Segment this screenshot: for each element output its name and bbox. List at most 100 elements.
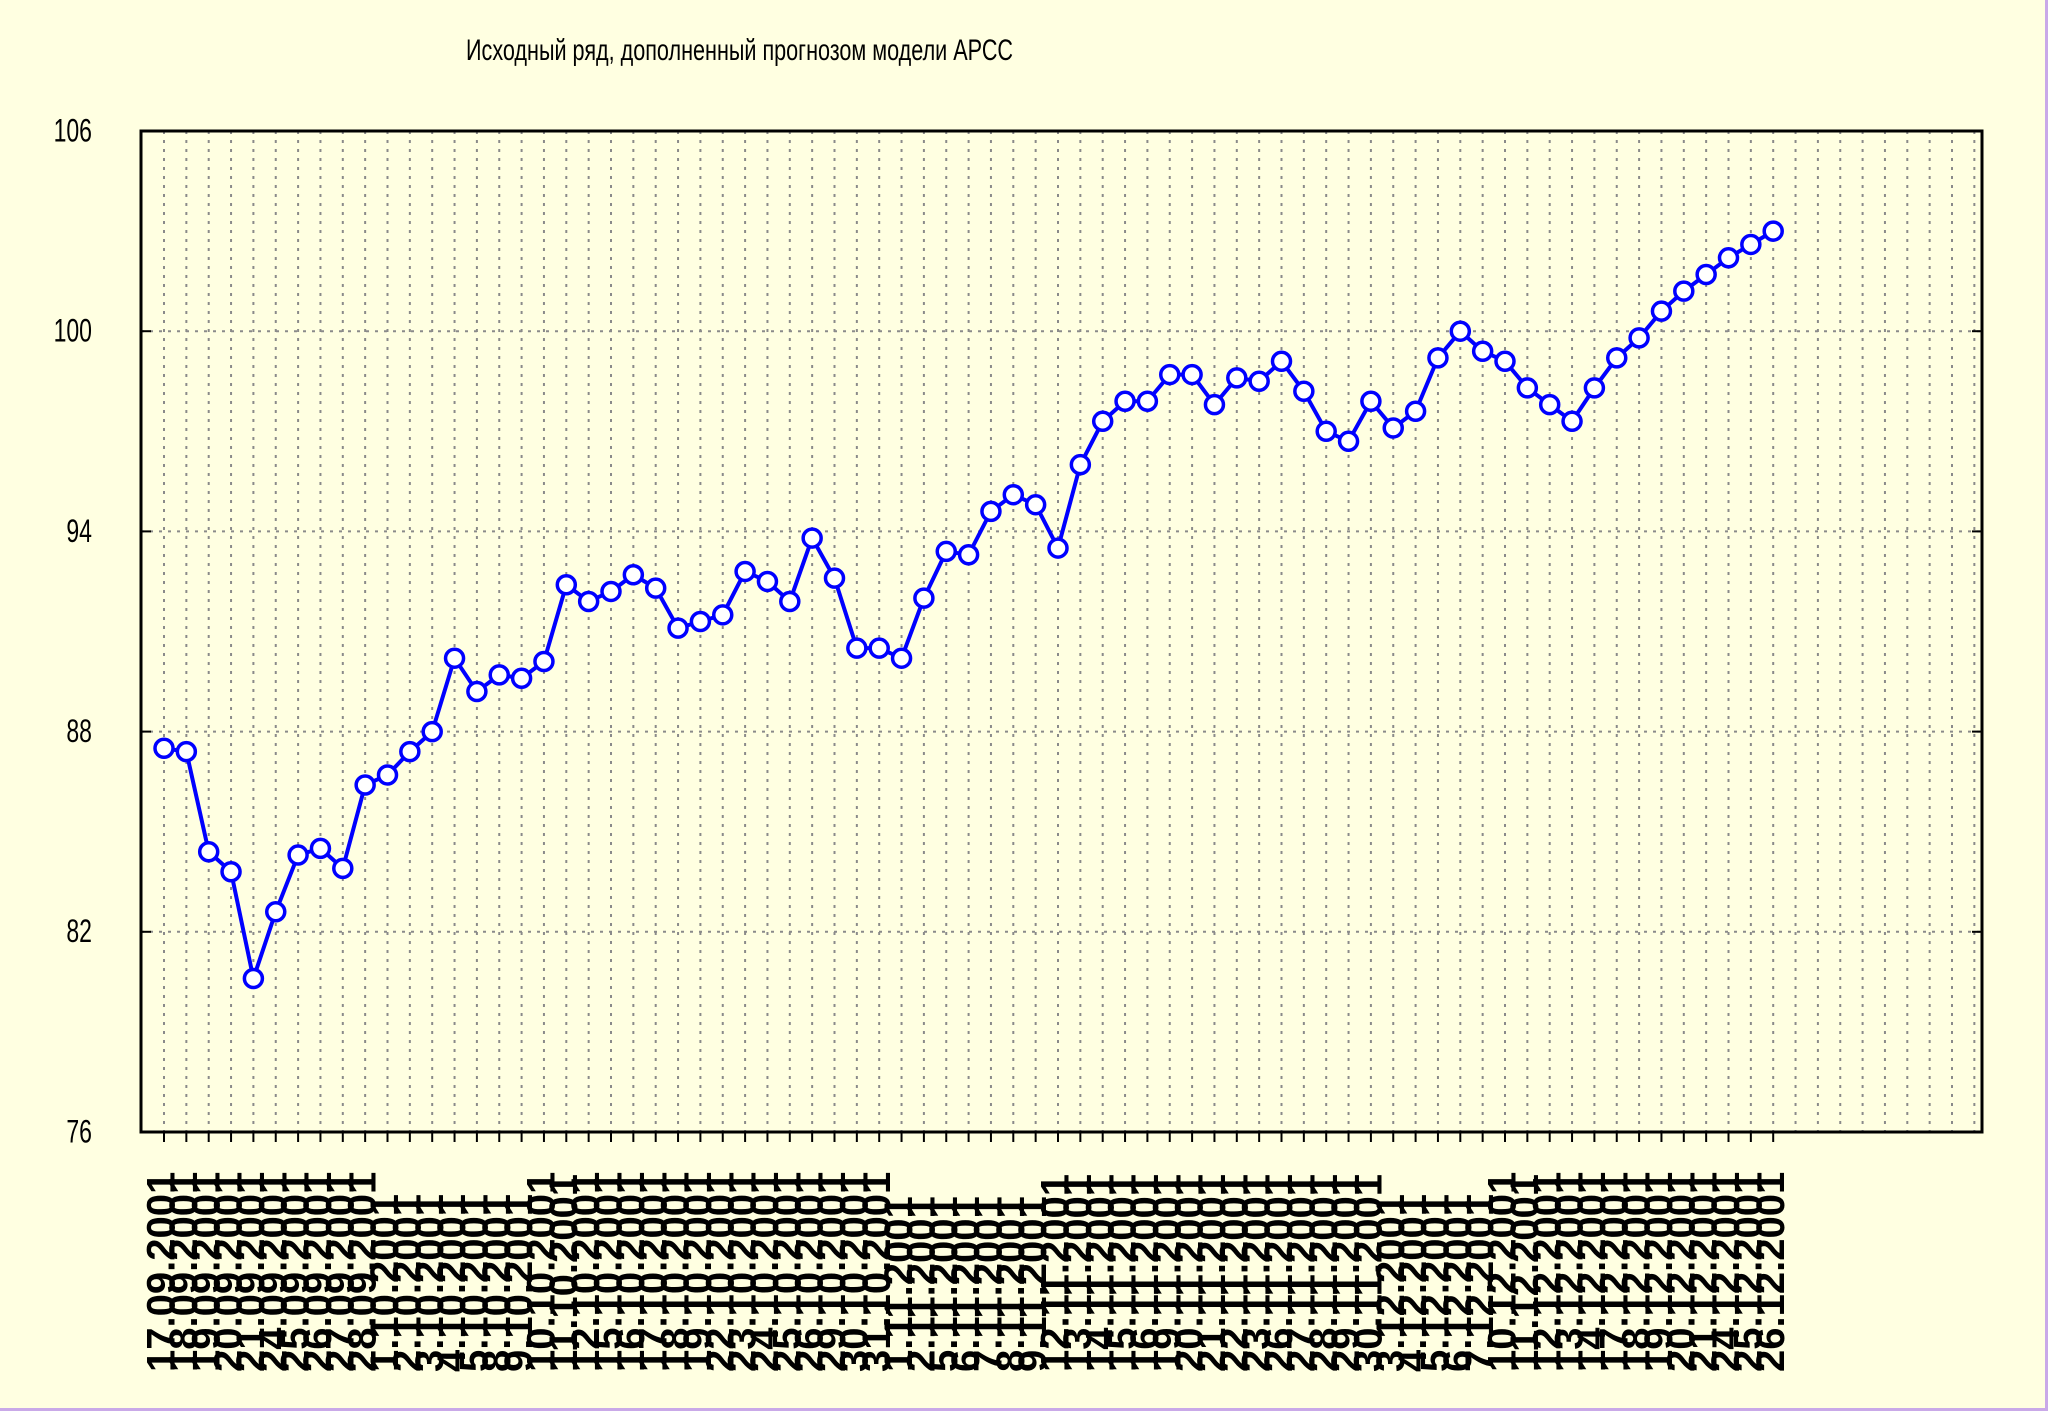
x-tick-label: 14.11.2001 [1078,1174,1122,1372]
data-point [1203,393,1226,416]
x-tick-label: 15.10.2001 [587,1172,631,1372]
data-point [734,560,756,583]
data-point [622,564,645,586]
y-tick-label: 82 [66,914,92,950]
data-point [1404,400,1427,423]
chart-title: Исходный ряд, дополненный прогнозом моде… [466,34,1014,67]
data-point [779,590,801,613]
x-tick-label: 26.12.2001 [1749,1172,1793,1372]
x-tick-label: 2.10.2001 [385,1194,429,1372]
y-tick-label: 94 [66,513,92,549]
y-axis-ticks: 106 100 94 88 82 76 [54,113,1982,1149]
data-point [1717,247,1740,269]
data-point [1561,410,1583,433]
series-line [163,229,1775,981]
x-tick-label: 12.11.2001 [1034,1174,1078,1372]
x-tick-label: 15.11.2001 [1101,1174,1145,1372]
x-tick-label: 4.12.2001 [1391,1194,1435,1372]
data-point [1449,320,1472,342]
x-tick-label: 10.10.2001 [520,1172,564,1372]
x-tick-label: 21.09.2001 [229,1172,273,1372]
data-point [1494,350,1516,372]
plot-frame [139,129,1984,1134]
x-tick-label: 24.10.2001 [743,1172,787,1372]
data-point [309,837,332,860]
y-tick-label: 88 [66,713,92,749]
x-tick-label: 3.12.2001 [1369,1194,1413,1372]
data-point [376,764,399,786]
x-tick-label: 28.11.2001 [1302,1174,1346,1372]
x-tick-label: 21.11.2001 [1190,1174,1234,1372]
data-point [1159,363,1181,386]
x-tick-label: 2.11.2001 [899,1196,943,1372]
data-point [1762,220,1784,242]
data-point [1740,233,1762,256]
data-point [756,570,779,593]
series [153,220,1784,990]
x-tick-label: 30.11.2001 [1346,1174,1390,1372]
x-tick-label: 17.12.2001 [1592,1172,1636,1372]
x-tick-label: 19.11.2001 [1145,1174,1189,1372]
data-point [220,860,242,883]
data-point [644,577,667,599]
x-tick-label: 14.12.2001 [1570,1172,1614,1372]
data-point [1069,453,1092,476]
x-tick-label: 22.10.2001 [698,1172,742,1372]
data-point [846,637,868,659]
data-point [510,667,533,689]
data-point [667,617,689,639]
x-tick-label: 26.11.2001 [1257,1174,1301,1372]
x-tick-label: 7.12.2001 [1458,1194,1502,1372]
x-tick-label: 20.09.2001 [207,1172,251,1372]
data-point [443,647,466,669]
x-tick-label: 7.11.2001 [967,1196,1011,1372]
x-tick-label: 29.11.2001 [1324,1174,1368,1372]
data-point [1650,300,1673,322]
x-tick-label: 17.09.2001 [140,1172,184,1372]
x-tick-label: 25.10.2001 [765,1172,809,1372]
data-point [600,580,622,603]
x-tick-label: 18.09.2001 [162,1172,206,1372]
x-tick-label: 17.10.2001 [631,1172,675,1372]
data-point [1583,377,1606,399]
data-point [332,857,354,880]
data-point [421,720,443,743]
x-tick-label: 18.10.2001 [654,1172,698,1372]
x-tick-label: 20.12.2001 [1659,1172,1703,1372]
data-point [1181,363,1203,386]
data-point [1226,367,1248,389]
data-point [265,901,287,923]
x-tick-label: 11.10.2001 [542,1174,586,1372]
x-tick-label: 16.11.2001 [1123,1174,1167,1372]
data-point [935,540,957,563]
data-point [823,567,846,589]
data-point [868,637,890,659]
data-point [466,680,488,703]
x-tick-label: 9.10.2001 [497,1194,541,1372]
data-point [175,740,198,763]
x-tick-label: 3.10.2001 [408,1194,452,1372]
x-tick-label: 6.11.2001 [944,1196,988,1372]
data-point [1270,350,1293,372]
x-tick-label: 23.10.2001 [721,1172,765,1372]
x-tick-label: 25.12.2001 [1726,1172,1770,1372]
x-tick-label: 21.12.2001 [1682,1172,1726,1372]
data-point [488,664,510,686]
x-tick-label: 18.12.2001 [1615,1172,1659,1372]
data-point [1606,347,1628,369]
x-tick-label: 24.12.2001 [1704,1172,1748,1372]
x-tick-label: 29.10.2001 [810,1172,854,1372]
data-point [1427,347,1449,369]
data-point [1315,420,1337,443]
data-point [689,610,712,633]
x-tick-label: 13.11.2001 [1056,1174,1100,1372]
data-point [890,647,913,669]
data-point [712,604,734,626]
x-tick-label: 10.12.2001 [1481,1172,1525,1372]
y-tick-label: 100 [54,313,92,349]
data-point [1047,537,1069,559]
data-point [197,840,220,863]
x-tick-label: 26.10.2001 [788,1172,832,1372]
x-tick-label: 12.12.2001 [1525,1172,1569,1372]
